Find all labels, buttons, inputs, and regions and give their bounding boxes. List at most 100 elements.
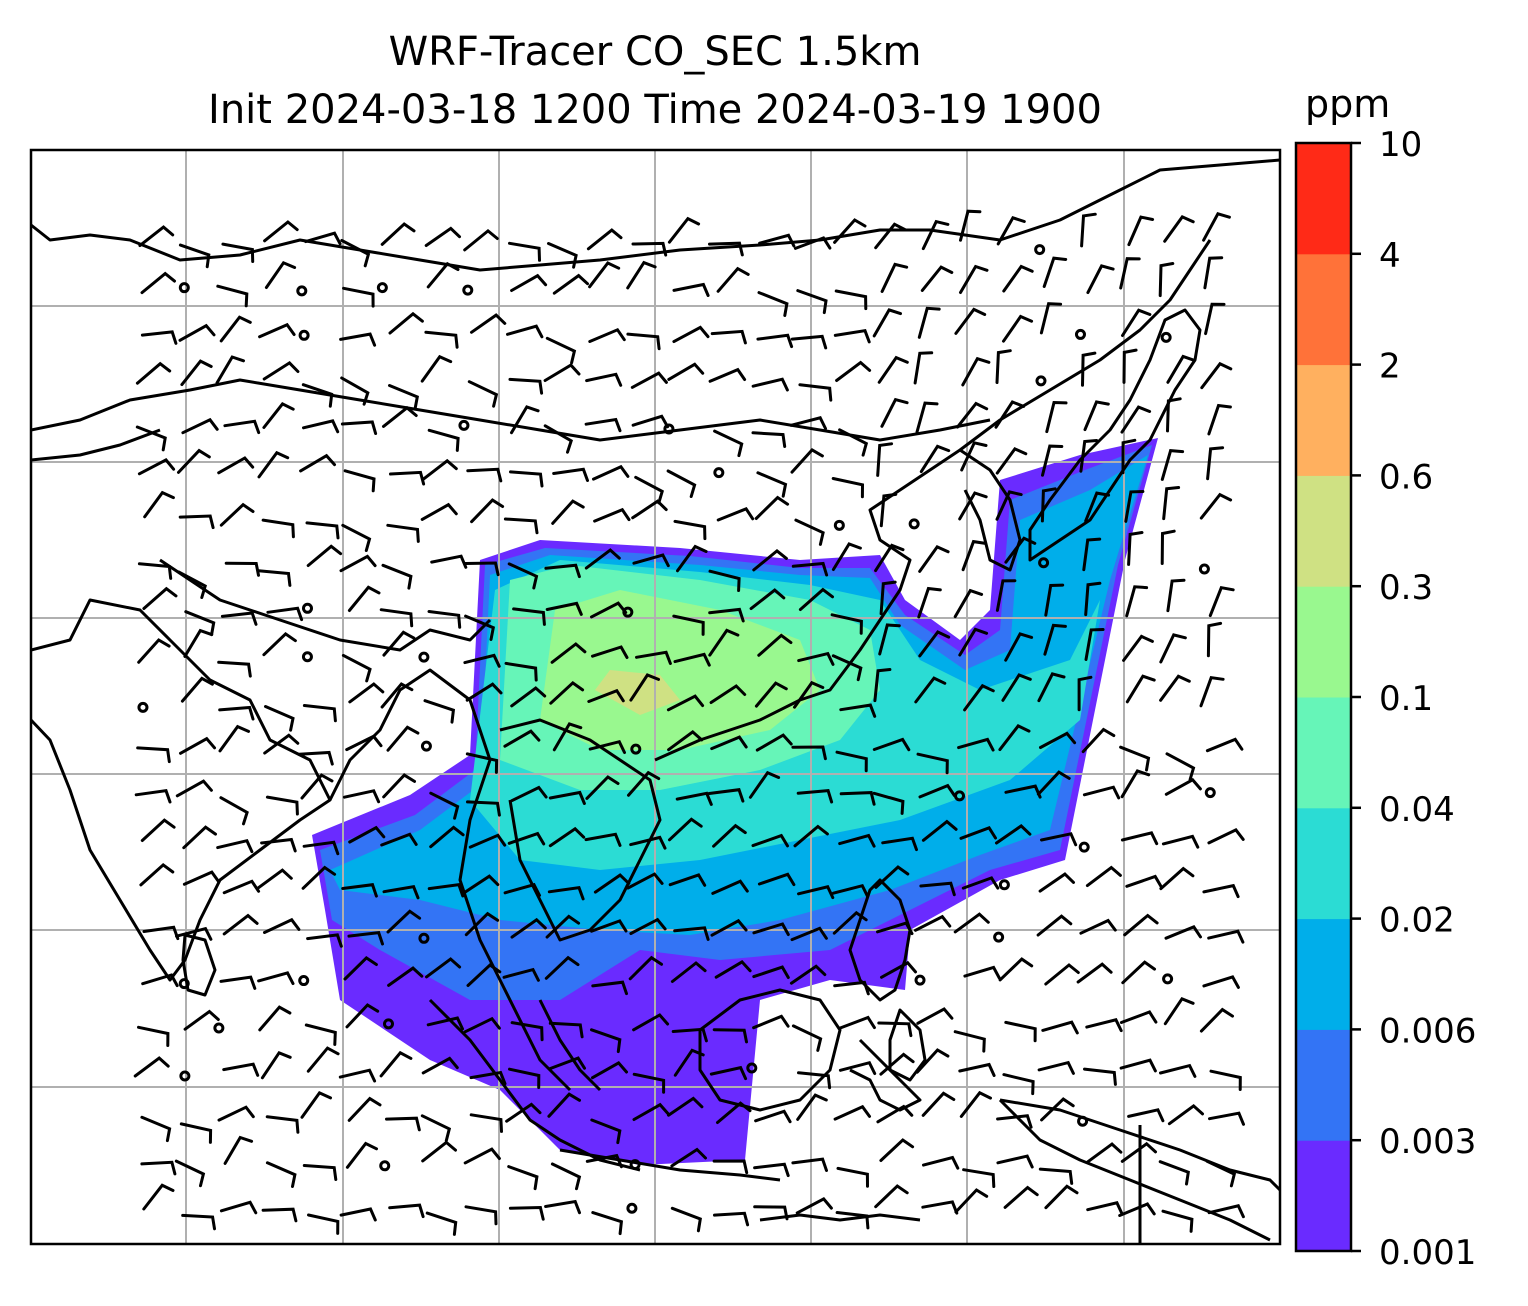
wind-barb: [1205, 1159, 1237, 1188]
wind-barb: [961, 876, 1000, 890]
wind-barb: [463, 653, 501, 668]
wind-barb: [140, 271, 176, 295]
wind-barb: [382, 405, 418, 428]
wind-barb: [1162, 486, 1181, 521]
wind-barb: [549, 680, 585, 705]
wind-barb: [510, 785, 548, 803]
wind-barb: [1207, 1204, 1245, 1219]
wind-barb: [751, 431, 787, 448]
wind-barb: [593, 873, 631, 894]
wind-barb: [386, 725, 420, 752]
wind-barb: [465, 752, 499, 774]
wind-barb: [174, 1159, 206, 1188]
wind-barb: [832, 910, 868, 935]
wind-barb: [1041, 1020, 1079, 1035]
wind-barb: [220, 611, 258, 626]
colorbar-swatch: [1296, 253, 1351, 366]
wind-barb: [1084, 581, 1102, 617]
wind-barb: [1202, 883, 1240, 899]
wind-barb: [304, 231, 342, 246]
wind-barb: [1079, 439, 1099, 473]
wind-barb: [551, 499, 585, 525]
colorbar-ticks: 0.001 0.003 0.006 0.02 0.04 0.1 0.3 0.6 2 4 10: [1351, 125, 1476, 1273]
wind-barb: [632, 553, 670, 568]
wind-barb: [670, 961, 707, 983]
wind-barb: [548, 790, 586, 805]
wind-barb: [667, 362, 705, 381]
wind-barb: [673, 926, 710, 941]
wind-barb: [1119, 1058, 1157, 1073]
wind-barb: [1159, 674, 1191, 702]
calm-wind-marker: [1038, 557, 1050, 569]
wind-barb: [179, 736, 216, 755]
wind-barb: [343, 469, 376, 493]
wind-barb: [138, 225, 175, 248]
wind-barb: [1127, 531, 1144, 566]
wind-barb: [1040, 487, 1057, 523]
wind-barb: [831, 542, 862, 571]
wind-barb: [507, 562, 539, 590]
wind-barb: [175, 926, 213, 941]
wind-barb: [388, 311, 424, 335]
wind-barb: [544, 563, 581, 579]
wind-barb: [712, 823, 747, 848]
wind-barb: [1036, 770, 1071, 796]
wind-barb: [1086, 264, 1115, 295]
colorbar-swatch: [1296, 697, 1351, 809]
wind-barb: [708, 367, 747, 383]
wind-barb: [953, 1030, 986, 1053]
wind-barb: [635, 650, 672, 665]
wind-barb: [345, 734, 383, 752]
wind-barb: [217, 660, 252, 678]
calm-wind-marker: [296, 285, 308, 297]
wind-barb: [670, 1206, 702, 1233]
calm-wind-marker: [1034, 244, 1046, 256]
wind-barb: [380, 682, 414, 709]
calm-wind-marker: [458, 419, 470, 431]
wind-barb: [135, 425, 167, 452]
wind-barb: [756, 333, 794, 349]
calm-wind-marker: [1077, 1115, 1089, 1127]
wind-barb: [751, 833, 789, 848]
wind-barb: [420, 1114, 452, 1143]
wind-barb: [1004, 536, 1037, 564]
wind-barb: [752, 922, 790, 936]
wind-barb: [387, 966, 424, 987]
wind-barb: [872, 308, 902, 338]
wind-barb: [590, 1028, 622, 1054]
wind-barb: [670, 1147, 707, 1168]
wind-barb: [790, 926, 828, 942]
wind-barb: [1039, 302, 1063, 335]
wind-barb: [874, 543, 905, 573]
wind-barb: [831, 477, 865, 499]
wind-barb: [833, 218, 867, 244]
wind-barb: [339, 554, 377, 573]
wind-barb: [550, 1162, 582, 1191]
wind-barb: [1002, 314, 1034, 343]
wind-barb: [1127, 1108, 1165, 1123]
wind-barb: [510, 405, 540, 435]
wind-barb: [142, 586, 178, 610]
wind-barb: [222, 879, 261, 895]
wind-barb: [585, 775, 620, 800]
wind-barb: [508, 377, 544, 395]
wind-barb: [588, 327, 626, 343]
wind-barb: [1158, 1160, 1190, 1186]
wind-barb: [632, 1102, 670, 1121]
wind-barb: [547, 1092, 581, 1118]
map-title-line1: WRF-Tracer CO_SEC 1.5km: [388, 29, 922, 75]
wind-barb: [713, 429, 744, 458]
wind-barb: [791, 745, 827, 761]
wind-barb: [341, 523, 372, 552]
wind-barb: [464, 911, 500, 937]
calm-wind-marker: [626, 1202, 638, 1214]
wind-barb: [503, 882, 541, 897]
wind-barb: [995, 447, 1028, 475]
wind-barb: [921, 819, 958, 842]
wind-barb: [347, 930, 384, 946]
wind-barb: [591, 1211, 624, 1236]
wind-barb: [627, 770, 661, 797]
wind-barb: [1161, 1209, 1194, 1233]
